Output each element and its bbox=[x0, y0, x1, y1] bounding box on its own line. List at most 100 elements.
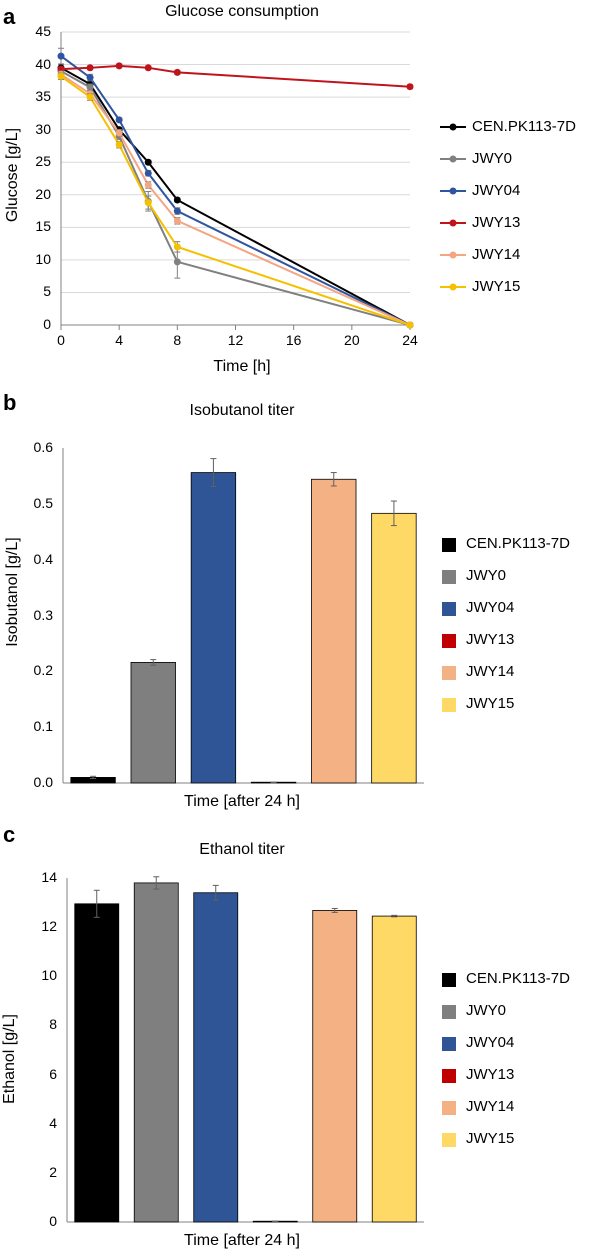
x-tick-label: 0 bbox=[57, 332, 65, 348]
y-tick-label: 10 bbox=[35, 250, 51, 267]
legend-label: CEN.PK113-7D bbox=[466, 535, 570, 552]
legend-marker bbox=[440, 155, 466, 163]
y-tick-label: 0.1 bbox=[33, 718, 53, 735]
panel-b-isobutanol-chart: b Isobutanol titer Isobutanol [g/L] Time… bbox=[0, 390, 598, 820]
data-point bbox=[86, 93, 94, 101]
legend-swatch bbox=[442, 666, 456, 680]
series-line bbox=[60, 75, 411, 326]
legend-label: JWY13 bbox=[466, 631, 515, 648]
y-tick-label: 5 bbox=[43, 283, 51, 300]
y-tick-label: 40 bbox=[35, 55, 51, 72]
y-tick-label: 12 bbox=[41, 918, 57, 935]
legend-marker bbox=[440, 219, 466, 227]
data-point bbox=[173, 207, 181, 215]
legend-label: JWY14 bbox=[466, 1098, 515, 1115]
legend-marker bbox=[440, 283, 466, 291]
data-point bbox=[86, 64, 94, 72]
y-tick-label: 25 bbox=[35, 153, 51, 170]
data-point bbox=[144, 158, 152, 166]
data-point bbox=[173, 258, 181, 266]
bar-jwy0 bbox=[133, 882, 179, 1223]
legend-label: JWY14 bbox=[472, 246, 521, 263]
series-line bbox=[60, 73, 411, 326]
bar-plot-area bbox=[66, 876, 424, 1223]
x-axis-label: Time [after 24 h] bbox=[184, 1232, 300, 1249]
panel-letter: a bbox=[3, 4, 16, 29]
data-point bbox=[86, 83, 94, 91]
legend-swatch bbox=[442, 602, 456, 616]
legend-swatch bbox=[442, 973, 456, 987]
series-line bbox=[60, 70, 411, 326]
data-point bbox=[57, 52, 65, 60]
panel-c-ethanol-chart: c Ethanol titer Ethanol [g/L] Time [afte… bbox=[0, 820, 598, 1259]
y-tick-label: 30 bbox=[35, 120, 51, 137]
legend-label: JWY0 bbox=[466, 567, 507, 584]
legend-label: JWY13 bbox=[466, 1066, 515, 1083]
chart-title: Ethanol titer bbox=[199, 841, 285, 858]
legend-swatch bbox=[442, 1037, 456, 1051]
x-tick-label: 12 bbox=[227, 332, 244, 348]
legend-swatch bbox=[442, 1005, 456, 1019]
legend-marker bbox=[440, 123, 466, 131]
series-jwy13 bbox=[57, 62, 414, 91]
x-tick-label: 20 bbox=[344, 332, 360, 348]
legend-label: JWY15 bbox=[466, 1130, 515, 1147]
y-tick-label: 0 bbox=[49, 1213, 57, 1229]
data-point bbox=[115, 62, 123, 70]
y-tick-label: 0.4 bbox=[33, 550, 53, 567]
data-point bbox=[57, 72, 65, 80]
bar-jwy04 bbox=[190, 472, 237, 784]
x-axis-label: Time [h] bbox=[213, 358, 271, 375]
legend-swatch bbox=[442, 698, 456, 712]
bar-jwy15 bbox=[371, 512, 417, 784]
data-point bbox=[144, 64, 152, 72]
x-axis-label: Time [after 24 h] bbox=[184, 793, 300, 810]
series-line bbox=[60, 64, 411, 88]
legend-label: JWY15 bbox=[472, 278, 521, 295]
bar-cen-pk113-7d bbox=[74, 903, 120, 1223]
y-tick-label: 0.2 bbox=[33, 662, 53, 679]
y-tick-label: 45 bbox=[35, 23, 51, 39]
panel-letter: c bbox=[3, 822, 16, 847]
y-tick-label: 4 bbox=[49, 1114, 57, 1131]
data-point bbox=[144, 199, 152, 207]
data-point bbox=[115, 141, 123, 149]
legend-marker bbox=[440, 187, 466, 195]
x-tick-label: 24 bbox=[402, 332, 418, 348]
y-tick-label: 14 bbox=[41, 869, 57, 885]
y-tick-label: 35 bbox=[35, 88, 51, 105]
legend-label: JWY15 bbox=[466, 695, 515, 712]
series-line bbox=[60, 55, 411, 326]
data-point bbox=[144, 169, 152, 177]
series-jwy15 bbox=[57, 72, 414, 329]
data-point bbox=[406, 321, 414, 329]
legend-swatch bbox=[442, 1069, 456, 1083]
x-tick-label: 4 bbox=[115, 332, 124, 348]
chart-title: Glucose consumption bbox=[165, 3, 319, 20]
legend-label: JWY04 bbox=[466, 1034, 515, 1051]
legend-swatch bbox=[442, 634, 456, 648]
panel-a-glucose-chart: a Glucose consumption Glucose [g/L] Time… bbox=[0, 0, 598, 390]
data-point bbox=[173, 243, 181, 251]
data-point bbox=[115, 129, 123, 137]
legend-swatch bbox=[442, 570, 456, 584]
bar-jwy14 bbox=[311, 478, 357, 784]
legend-swatch bbox=[442, 538, 456, 552]
data-point bbox=[173, 68, 181, 76]
bar-plot-area bbox=[62, 448, 424, 784]
y-tick-label: 0.6 bbox=[33, 439, 53, 455]
bar-jwy15 bbox=[371, 915, 417, 1223]
data-point bbox=[86, 74, 94, 82]
y-tick-label: 0.5 bbox=[33, 494, 53, 511]
y-tick-label: 15 bbox=[35, 218, 51, 235]
y-tick-label: 0.0 bbox=[33, 774, 53, 790]
legend-label: JWY04 bbox=[472, 182, 521, 199]
series-jwy04 bbox=[57, 47, 414, 329]
x-tick-label: 16 bbox=[285, 332, 302, 348]
x-tick-label: 8 bbox=[173, 332, 182, 348]
legend-label: CEN.PK113-7D bbox=[472, 118, 576, 135]
y-tick-label: 0 bbox=[43, 316, 51, 332]
legend-marker bbox=[440, 251, 466, 259]
legend-label: JWY04 bbox=[466, 599, 515, 616]
chart-title: Isobutanol titer bbox=[189, 402, 295, 419]
